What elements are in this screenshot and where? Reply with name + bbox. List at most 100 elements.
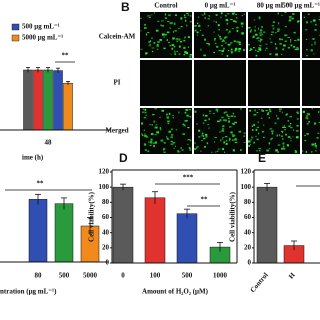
significance-mark: ** — [62, 52, 70, 60]
cell-fluorescence — [312, 19, 316, 22]
x-axis-label: Amount of H₂O₂ (μM) — [142, 288, 209, 296]
cell-fluorescence — [306, 114, 308, 117]
cell-fluorescence — [314, 145, 317, 147]
cell-fluorescence — [258, 132, 260, 135]
cell-fluorescence — [144, 111, 147, 114]
cell-fluorescence — [314, 43, 316, 45]
legend-swatch — [11, 34, 20, 42]
cell-fluorescence — [228, 50, 230, 52]
cell-fluorescence — [311, 143, 315, 146]
cell-fluorescence — [270, 41, 273, 43]
cell-fluorescence — [281, 53, 283, 55]
cell-fluorescence — [183, 124, 186, 127]
cell-fluorescence — [236, 29, 239, 33]
bar — [256, 186, 278, 264]
cell-fluorescence — [290, 123, 292, 125]
cell-fluorescence — [268, 117, 270, 119]
cell-fluorescence — [222, 40, 225, 42]
cell-fluorescence — [248, 44, 250, 46]
cell-fluorescence — [261, 34, 264, 36]
cell-fluorescence — [219, 119, 222, 122]
cell-fluorescence — [230, 51, 233, 54]
cell-fluorescence — [268, 148, 271, 150]
cell-fluorescence — [307, 113, 311, 116]
cell-fluorescence — [282, 48, 284, 51]
cell-fluorescence — [232, 20, 236, 22]
cell-fluorescence — [185, 52, 188, 55]
x-axis-label: ime (h) — [22, 154, 44, 162]
cell-fluorescence — [261, 130, 265, 133]
cell-fluorescence — [177, 151, 181, 153]
cell-fluorescence — [221, 138, 224, 140]
cell-fluorescence — [316, 137, 319, 139]
cell-fluorescence — [143, 143, 147, 146]
cell-fluorescence — [152, 114, 155, 116]
cell-fluorescence — [269, 53, 272, 56]
cell-fluorescence — [311, 151, 313, 153]
cell-fluorescence — [265, 43, 268, 45]
cell-fluorescence — [171, 134, 174, 136]
cell-fluorescence — [310, 49, 313, 52]
cell-fluorescence — [154, 108, 157, 110]
cell-fluorescence — [150, 139, 153, 141]
cell-fluorescence — [221, 116, 224, 119]
cell-fluorescence — [151, 14, 153, 16]
cell-fluorescence — [238, 130, 242, 133]
cell-fluorescence — [243, 135, 245, 137]
cell-fluorescence — [274, 122, 277, 125]
cell-fluorescence — [284, 129, 286, 131]
cell-fluorescence — [303, 16, 305, 18]
cell-fluorescence — [229, 126, 232, 128]
cell-fluorescence — [205, 133, 208, 136]
cell-fluorescence — [292, 17, 294, 20]
cell-fluorescence — [175, 38, 178, 40]
cell-fluorescence — [171, 115, 175, 117]
cell-fluorescence — [281, 147, 284, 150]
cell-fluorescence — [145, 136, 149, 138]
cell-fluorescence — [150, 138, 153, 141]
cell-fluorescence — [240, 108, 242, 110]
cell-fluorescence — [274, 43, 277, 45]
cell-fluorescence — [227, 32, 229, 34]
cell-fluorescence — [233, 134, 236, 136]
x-tick-label: 100 — [150, 272, 161, 280]
cell-fluorescence — [235, 26, 239, 29]
cell-fluorescence — [312, 38, 315, 40]
cell-fluorescence — [294, 40, 297, 42]
cell-fluorescence — [304, 140, 307, 142]
cell-fluorescence — [150, 142, 153, 144]
cell-fluorescence — [314, 41, 316, 44]
cell-fluorescence — [161, 20, 164, 22]
cell-fluorescence — [269, 110, 272, 113]
cell-fluorescence — [164, 33, 167, 36]
cell-fluorescence — [263, 31, 266, 33]
cell-fluorescence — [221, 52, 223, 55]
cell-fluorescence — [218, 29, 220, 31]
cell-fluorescence — [214, 136, 217, 139]
cell-fluorescence — [249, 109, 252, 112]
bar — [63, 82, 73, 131]
cell-fluorescence — [173, 30, 175, 33]
cell-fluorescence — [268, 108, 271, 111]
legend-label: 5000 μg mL⁻¹ — [22, 34, 63, 42]
cell-fluorescence — [145, 52, 148, 55]
cell-fluorescence — [207, 123, 210, 126]
cell-fluorescence — [207, 25, 209, 27]
bar — [53, 70, 63, 131]
cell-fluorescence — [149, 43, 151, 45]
cell-fluorescence — [204, 38, 206, 41]
cell-fluorescence — [260, 39, 263, 41]
cell-fluorescence — [155, 29, 159, 32]
cell-fluorescence — [259, 32, 263, 34]
cell-fluorescence — [222, 137, 224, 139]
cell-fluorescence — [258, 40, 260, 42]
cell-fluorescence — [177, 27, 181, 29]
cell-fluorescence — [163, 36, 165, 38]
cell-fluorescence — [290, 137, 292, 139]
significance-mark: *** — [183, 174, 194, 182]
cell-fluorescence — [290, 44, 293, 47]
cell-fluorescence — [147, 150, 150, 153]
cell-fluorescence — [162, 148, 165, 151]
cell-fluorescence — [281, 38, 283, 41]
cell-fluorescence — [282, 138, 284, 140]
